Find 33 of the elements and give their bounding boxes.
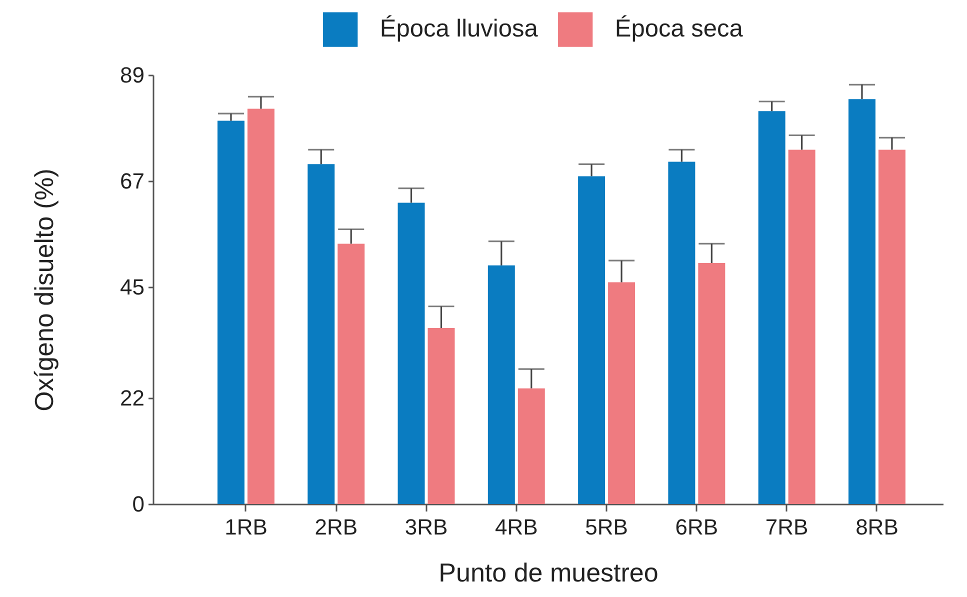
- legend-label: Época seca: [614, 14, 744, 43]
- y-tick-label: 22: [120, 385, 144, 410]
- bar: [428, 328, 455, 504]
- y-tick-label: 89: [120, 62, 144, 88]
- bar: [217, 120, 244, 504]
- bar: [518, 388, 545, 504]
- x-tick-label: 1RB: [224, 514, 268, 540]
- bar: [758, 111, 786, 504]
- x-tick-label: 3RB: [404, 514, 448, 540]
- bar: [878, 150, 906, 504]
- bar: [308, 164, 335, 504]
- x-axis-title: Punto de muestreo: [438, 558, 658, 588]
- x-tick-label: 2RB: [314, 514, 358, 540]
- legend-label: Época lluviosa: [380, 14, 538, 43]
- x-tick-label: 4RB: [495, 514, 538, 540]
- bar: [698, 262, 726, 504]
- bar: [488, 265, 515, 504]
- y-tick-label: 0: [132, 492, 144, 516]
- bar: [608, 282, 636, 504]
- bar: [338, 244, 365, 504]
- x-tick-label: 7RB: [765, 514, 808, 540]
- y-tick-label: 45: [120, 274, 144, 300]
- y-axis-title: Oxígeno disuelto (%): [29, 168, 60, 412]
- x-tick-label: 6RB: [675, 514, 718, 540]
- bar: [668, 162, 696, 504]
- bar: [848, 99, 876, 504]
- y-tick-label: 67: [120, 168, 144, 194]
- bar: [578, 176, 606, 504]
- x-tick-label: 8RB: [856, 514, 898, 540]
- x-tick-label: 5RB: [585, 514, 628, 540]
- bar: [398, 202, 425, 504]
- bar: [247, 108, 274, 504]
- bar: [788, 150, 816, 504]
